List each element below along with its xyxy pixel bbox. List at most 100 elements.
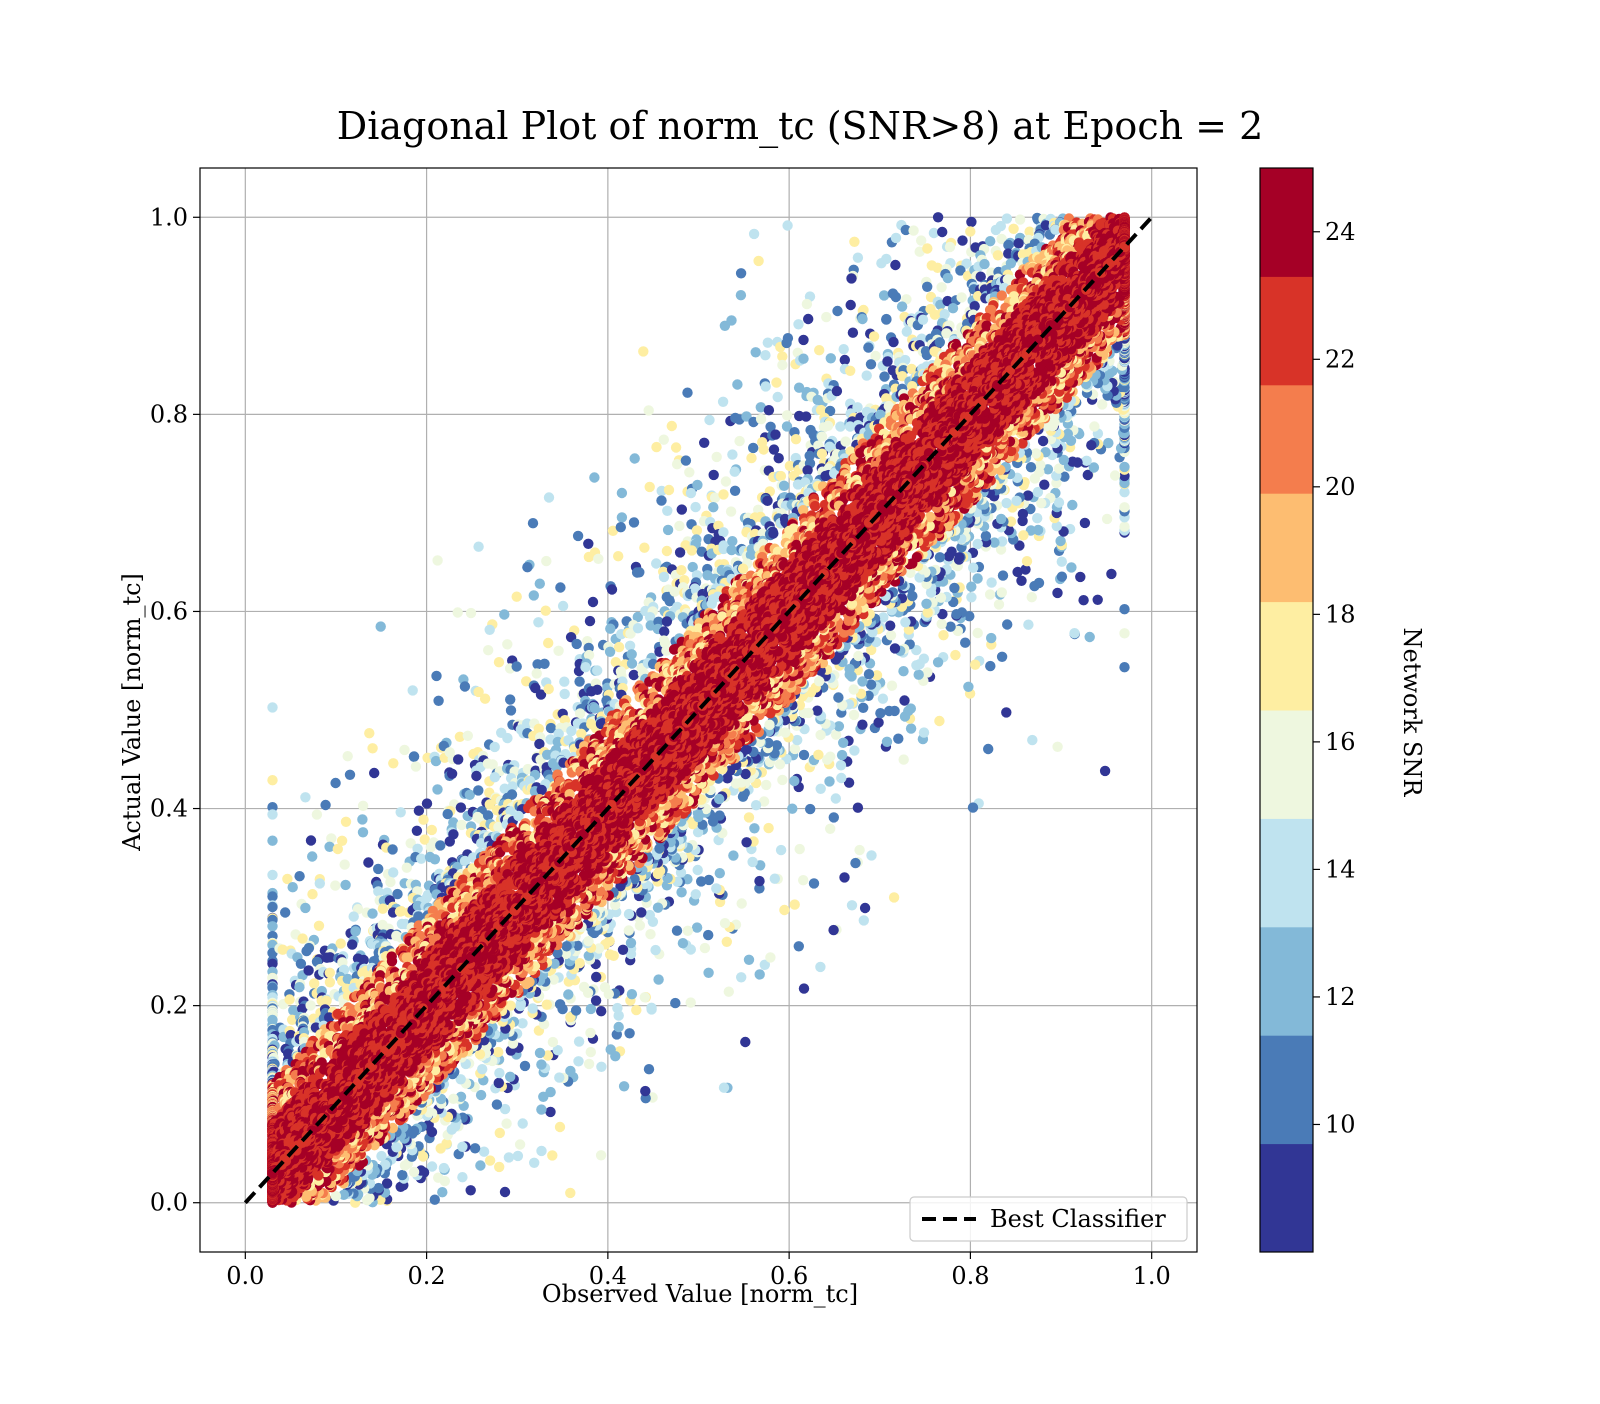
scatter-point [957, 235, 967, 245]
scatter-point [586, 1047, 596, 1057]
scatter-point [709, 470, 719, 480]
scatter-point [471, 771, 481, 781]
scatter-point [1029, 581, 1039, 591]
scatter-point [1097, 399, 1107, 409]
scatter-point [817, 431, 827, 441]
scatter-point [542, 1000, 552, 1010]
scatter-point [762, 496, 772, 506]
scatter-point [325, 968, 335, 978]
scatter-point [627, 989, 637, 999]
scatter-point [847, 900, 857, 910]
scatter-point [857, 720, 867, 730]
scatter-point [563, 989, 573, 999]
scatter-point [771, 377, 781, 387]
scatter-point [839, 344, 849, 354]
scatter-point [893, 734, 903, 744]
scatter-point [832, 306, 842, 316]
scatter-point [591, 972, 601, 982]
scatter-point [979, 259, 989, 269]
scatter-point [981, 531, 991, 541]
scatter-point [749, 229, 759, 239]
scatter-point [922, 282, 932, 292]
scatter-point [890, 643, 900, 653]
scatter-point [636, 907, 646, 917]
scatter-point [554, 1072, 564, 1082]
scatter-point [768, 528, 778, 538]
scatter-point [814, 345, 824, 355]
scatter-point [267, 902, 277, 912]
scatter-point [1012, 567, 1022, 577]
scatter-point [734, 436, 744, 446]
scatter-point [859, 915, 869, 925]
scatter-point [1057, 557, 1067, 567]
scatter-point [559, 677, 569, 687]
scatter-point [1057, 572, 1067, 582]
scatter-point [433, 696, 443, 706]
scatter-point [686, 997, 696, 1007]
scatter-point [330, 880, 340, 890]
scatter-point [676, 887, 686, 897]
scatter-point [885, 621, 895, 631]
scatter-point [529, 1158, 539, 1168]
scatter-point [744, 955, 754, 965]
scatter-point [536, 1059, 546, 1069]
scatter-point [791, 434, 801, 444]
scatter-point [829, 812, 839, 822]
scatter-point [618, 945, 628, 955]
scatter-point [814, 676, 824, 686]
scatter-point [493, 1047, 503, 1057]
scatter-point [504, 1152, 514, 1162]
scatter-point [674, 521, 684, 531]
scatter-point [411, 761, 421, 771]
scatter-point [1069, 628, 1079, 638]
scatter-point [718, 489, 728, 499]
scatter-point [826, 353, 836, 363]
scatter-point [512, 592, 522, 602]
scatter-point [566, 726, 576, 736]
scatter-point [821, 312, 831, 322]
scatter-point [933, 212, 943, 222]
scatter-point [736, 290, 746, 300]
scatter-point [656, 495, 666, 505]
scatter-point [777, 775, 787, 785]
scatter-point [676, 565, 686, 575]
scatter-point [945, 242, 955, 252]
scatter-point [938, 630, 948, 640]
scatter-point [662, 546, 672, 556]
scatter-point [755, 969, 765, 979]
scatter-point [612, 1003, 622, 1013]
scatter-point [399, 745, 409, 755]
scatter-point [619, 1081, 629, 1091]
scatter-point [650, 945, 660, 955]
scatter-point [858, 703, 868, 713]
scatter-point [937, 227, 947, 237]
scatter-point [492, 1099, 502, 1109]
scatter-point [760, 350, 770, 360]
scatter-point [914, 670, 924, 680]
scatter-point [809, 878, 819, 888]
scatter-point [541, 606, 551, 616]
scatter-point [646, 1003, 656, 1013]
scatter-point [376, 621, 386, 631]
scatter-point [536, 1146, 546, 1156]
scatter-point [776, 471, 786, 481]
scatter-point [502, 639, 512, 649]
scatter-point [1008, 224, 1018, 234]
scatter-point [1119, 662, 1129, 672]
scatter-point [533, 617, 543, 627]
scatter-point [774, 453, 784, 463]
scatter-point [782, 220, 792, 230]
scatter-point [432, 784, 442, 794]
scatter-point [985, 589, 995, 599]
scatter-point [1052, 588, 1062, 598]
scatter-point [937, 619, 947, 629]
scatter-point [515, 1139, 525, 1149]
scatter-point [1013, 238, 1023, 248]
scatter-point [873, 717, 883, 727]
scatter-point [1052, 742, 1062, 752]
scatter-point [681, 455, 691, 465]
scatter-point [548, 1037, 558, 1047]
scatter-point [722, 937, 732, 947]
scatter-point [775, 759, 785, 769]
scatter-point [418, 815, 428, 825]
